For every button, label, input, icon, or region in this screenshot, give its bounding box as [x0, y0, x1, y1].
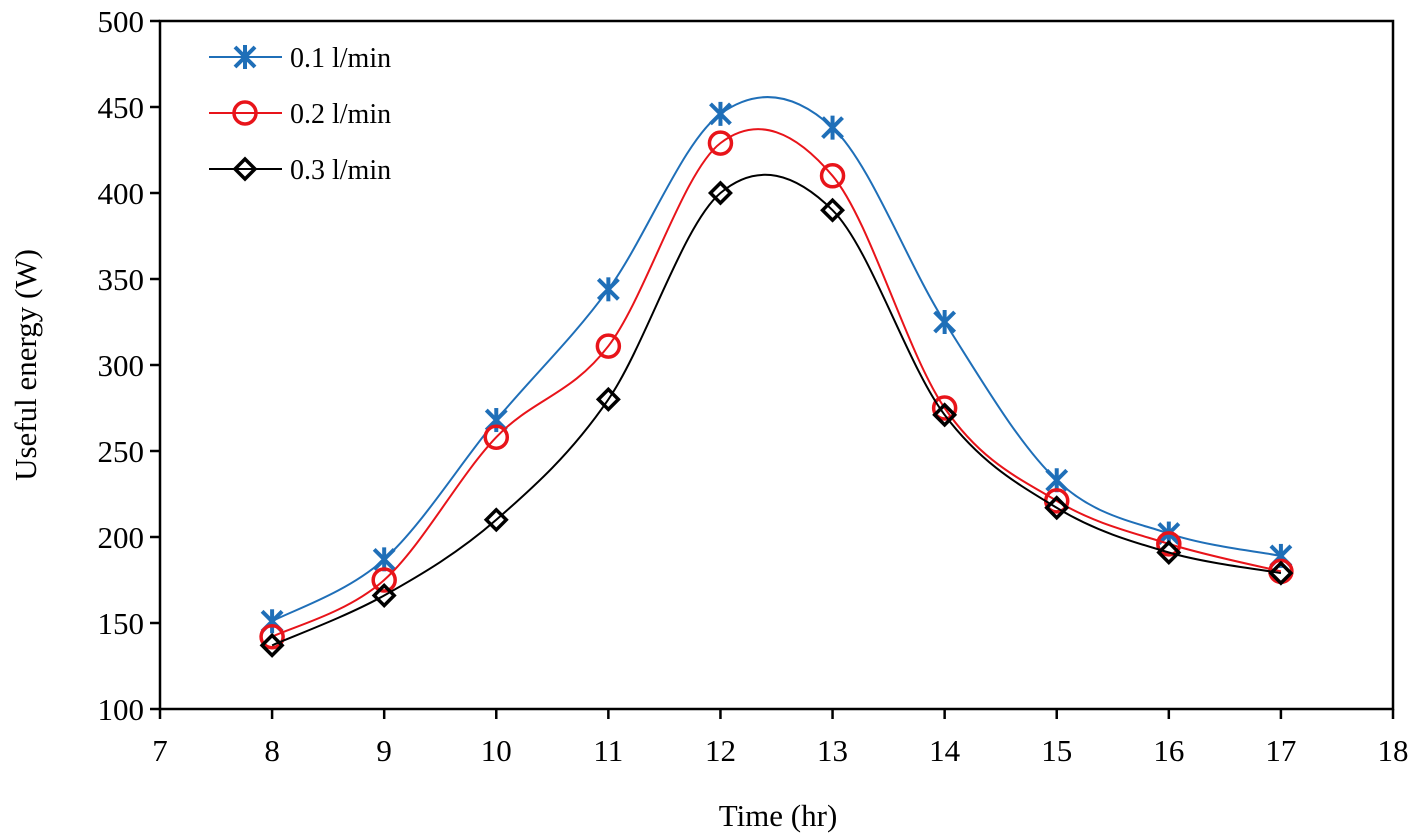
legend-item: 0.2 l/min: [209, 99, 391, 130]
legend: 0.1 l/min 0.2 l/min 0.3 l/min: [209, 43, 391, 186]
series-0-1-l-min: [260, 96, 1293, 634]
marker-shape: [707, 180, 733, 206]
x-tick-label: 11: [593, 733, 623, 768]
x-tick-label: 18: [1378, 733, 1409, 768]
legend-item: 0.3 l/min: [209, 155, 391, 186]
asterisk-marker: [821, 115, 844, 140]
diamond-marker: [483, 507, 509, 533]
y-tick-label: 100: [98, 692, 145, 727]
marker-shape: [232, 100, 258, 126]
series-line: [271, 128, 1282, 638]
circle-marker: [371, 567, 397, 593]
circle-marker: [819, 163, 846, 189]
marker-shape: [1268, 560, 1294, 586]
marker-shape: [1156, 531, 1182, 557]
legend-label: 0.3 l/min: [290, 155, 391, 186]
marker-shape: [371, 583, 397, 608]
y-tick-label: 250: [98, 434, 145, 469]
circle-marker: [259, 624, 285, 650]
marker-shape: [820, 197, 846, 223]
marker-shape: [371, 567, 397, 593]
diamond-marker: [371, 583, 397, 608]
series-0-2-l-min: [259, 128, 1294, 650]
asterisk-marker: [233, 45, 257, 69]
x-tick-label: 9: [376, 733, 392, 768]
y-tick-label: 500: [98, 4, 145, 39]
marker-shape: [483, 424, 510, 450]
marker-shape: [259, 624, 285, 650]
y-tick-label: 300: [98, 348, 145, 383]
diamond-marker: [595, 386, 621, 412]
series-layer: [259, 96, 1294, 658]
y-tick-label: 350: [98, 262, 145, 297]
legend-label: 0.2 l/min: [290, 99, 391, 130]
marker-shape: [483, 507, 509, 533]
y-axis-title: Useful energy (W): [8, 249, 43, 481]
y-tick-label: 400: [98, 176, 145, 211]
marker-shape: [595, 386, 621, 412]
series-line: [271, 96, 1282, 623]
marker-shape: [932, 402, 958, 428]
marker-shape: [1044, 495, 1070, 521]
x-tick-label: 12: [705, 733, 736, 768]
marker-shape: [1156, 540, 1182, 565]
x-tick-label: 15: [1041, 733, 1072, 768]
marker-shape: [931, 395, 958, 421]
y-tick-label: 450: [98, 90, 145, 125]
diamond-marker: [1268, 560, 1294, 586]
circle-marker: [483, 424, 510, 450]
x-tick-label: 13: [817, 733, 848, 768]
asterisk-marker: [709, 101, 732, 126]
circle-marker: [707, 130, 734, 156]
diamond-marker: [820, 197, 846, 223]
marker-shape: [232, 156, 258, 182]
marker-shape: [595, 333, 622, 359]
x-tick-label: 10: [481, 733, 512, 768]
circle-marker: [1156, 531, 1182, 557]
marker-shape: [259, 632, 285, 658]
y-tick-label: 150: [98, 606, 145, 641]
diamond-marker: [259, 632, 285, 658]
x-tick-label: 14: [929, 733, 961, 768]
diamond-marker: [707, 180, 733, 206]
diamond-marker: [1044, 495, 1070, 521]
x-tick-label: 16: [1153, 733, 1184, 768]
axes: 7 8 9 10 11 12 13 14 15 16 17 18 100 150 200 250 300 350 4…: [98, 4, 1409, 768]
marker-shape: [819, 163, 846, 189]
series-line: [271, 173, 1282, 647]
diamond-marker: [1156, 540, 1182, 565]
circle-marker: [232, 100, 258, 126]
circle-marker: [595, 333, 622, 359]
legend-item: 0.1 l/min: [209, 43, 391, 74]
legend-label: 0.1 l/min: [290, 43, 391, 74]
y-tick-label: 200: [98, 520, 145, 555]
asterisk-marker: [596, 277, 620, 302]
asterisk-marker: [933, 310, 957, 334]
x-tick-label: 8: [264, 733, 280, 768]
x-tick-label: 7: [152, 733, 168, 768]
x-tick-label: 17: [1265, 733, 1296, 768]
circle-marker: [931, 395, 958, 421]
diamond-marker: [232, 156, 258, 182]
diamond-marker: [932, 402, 958, 428]
series-0-3-l-min: [259, 173, 1294, 658]
marker-shape: [707, 130, 734, 156]
x-axis-title: Time (hr): [719, 798, 838, 833]
